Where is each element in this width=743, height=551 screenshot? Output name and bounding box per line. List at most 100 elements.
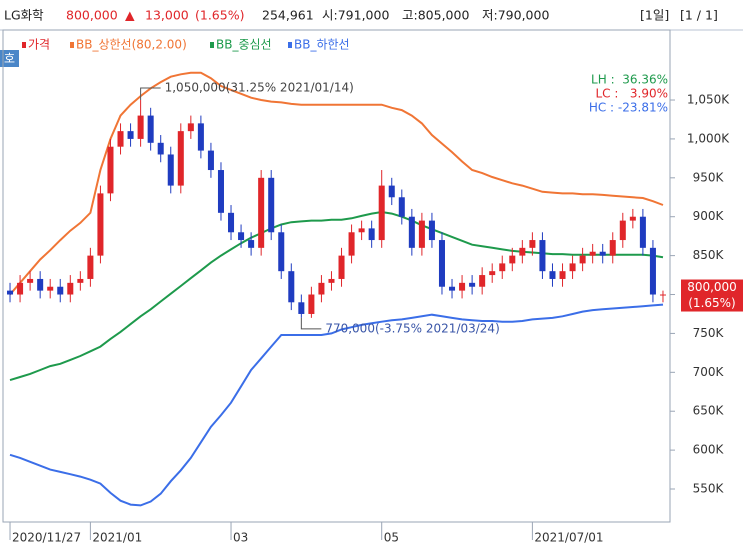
candle-body [639, 216, 646, 248]
candle-body [217, 170, 224, 213]
candle-body [187, 123, 194, 132]
candle-body [338, 255, 345, 279]
candle-body [368, 228, 375, 241]
candle-body [629, 216, 636, 221]
candle-body [539, 240, 546, 272]
candle-body [479, 275, 486, 287]
y-tick-label: 650K [693, 404, 725, 418]
candle-body [659, 294, 666, 296]
candle-body [469, 282, 476, 287]
legend-label: BB_상한선(80,2.00) [76, 38, 187, 52]
candle-body [509, 255, 516, 264]
candle-body [569, 263, 576, 272]
candle-body [67, 282, 74, 295]
stat-line: LH : 36.36% [591, 73, 668, 87]
candle-body [268, 177, 275, 233]
high: 고:805,000 [402, 8, 469, 23]
candle-body [157, 142, 164, 155]
candle-body [388, 185, 395, 198]
y-tick-label: 1,000K [687, 131, 730, 145]
candle-body [278, 232, 285, 272]
stat-line: LC : 3.90% [596, 87, 669, 101]
candle-body [238, 232, 245, 241]
low: 저:790,000 [482, 8, 549, 23]
annotation-min: 770,000(-3.75% 2021/03/24) [325, 321, 499, 335]
candle-body [228, 212, 235, 233]
stock-name: LG화학 [4, 8, 44, 23]
change: 13,000 [145, 8, 189, 23]
y-tick-label: 750K [693, 326, 725, 340]
legend-swatch [70, 42, 74, 48]
candle-body [298, 302, 305, 314]
candle-body [579, 255, 586, 264]
candle-body [609, 240, 616, 256]
button-label[interactable]: 호 [4, 52, 15, 66]
plot-frame [2, 29, 671, 523]
candle-body [519, 247, 526, 256]
legend-label: BB_하한선 [294, 38, 350, 52]
x-tick-label: 2020/11/27 [12, 531, 81, 545]
y-tick-label: 1,050K [687, 93, 730, 107]
candle-body [529, 240, 536, 248]
candle-body [37, 278, 44, 291]
candle-body [599, 251, 606, 256]
candle-body [418, 220, 425, 248]
open: 시:791,000 [322, 8, 389, 23]
candle-body [248, 240, 255, 248]
candle-body [459, 282, 466, 291]
x-tick-label: 2021/01 [92, 531, 142, 545]
candle-body [97, 193, 104, 256]
last-price-tag [681, 279, 743, 312]
candle-body [47, 286, 54, 291]
y-tick-label: 950K [693, 170, 725, 184]
candle-body [318, 282, 325, 295]
y-tick-label: 550K [693, 482, 725, 496]
annotation-leader [140, 87, 161, 101]
candle-body [619, 220, 626, 241]
candle-body [177, 131, 184, 186]
candle-body [258, 177, 265, 248]
y-tick-label: 850K [693, 248, 725, 262]
candle-body [7, 290, 14, 295]
x-tick-label: 05 [384, 531, 399, 545]
candle-body [308, 294, 315, 314]
candle-body [499, 263, 506, 272]
candle-body [489, 271, 496, 276]
candle-body [137, 115, 144, 139]
button[interactable] [0, 50, 19, 67]
price: 800,000 [66, 8, 118, 23]
last-pct: (1.65%) [688, 296, 735, 310]
y-tick-label: 700K [693, 365, 725, 379]
candle-body [398, 197, 405, 217]
candle-body [117, 131, 124, 147]
band-line [9, 71, 664, 296]
candle-body [378, 185, 385, 241]
legend-swatch [288, 42, 292, 48]
legend-label: BB_중심선 [216, 38, 272, 52]
band-line [9, 303, 664, 507]
y-tick-label: 900K [693, 209, 725, 223]
arrow: ▲ [125, 8, 135, 23]
candle-body [449, 286, 456, 291]
legend-swatch [22, 42, 26, 48]
x-tick-label: 03 [233, 531, 248, 545]
legend-label: 가격 [28, 38, 50, 52]
candle-body [288, 271, 295, 303]
candle-body [589, 251, 596, 256]
annotation-leader [300, 317, 322, 330]
candle-body [17, 282, 24, 295]
candle-body [147, 115, 154, 143]
candle-body [649, 247, 656, 295]
candle-body [428, 220, 435, 241]
candle-body [559, 271, 566, 279]
y-tick-label: 600K [693, 443, 725, 457]
candle-body [328, 278, 335, 283]
candle-body [549, 271, 556, 279]
stat-line: HC : -23.81% [589, 101, 668, 115]
legend-swatch [210, 42, 214, 48]
period[interactable]: [1일] [640, 8, 669, 23]
candle-body [408, 216, 415, 248]
